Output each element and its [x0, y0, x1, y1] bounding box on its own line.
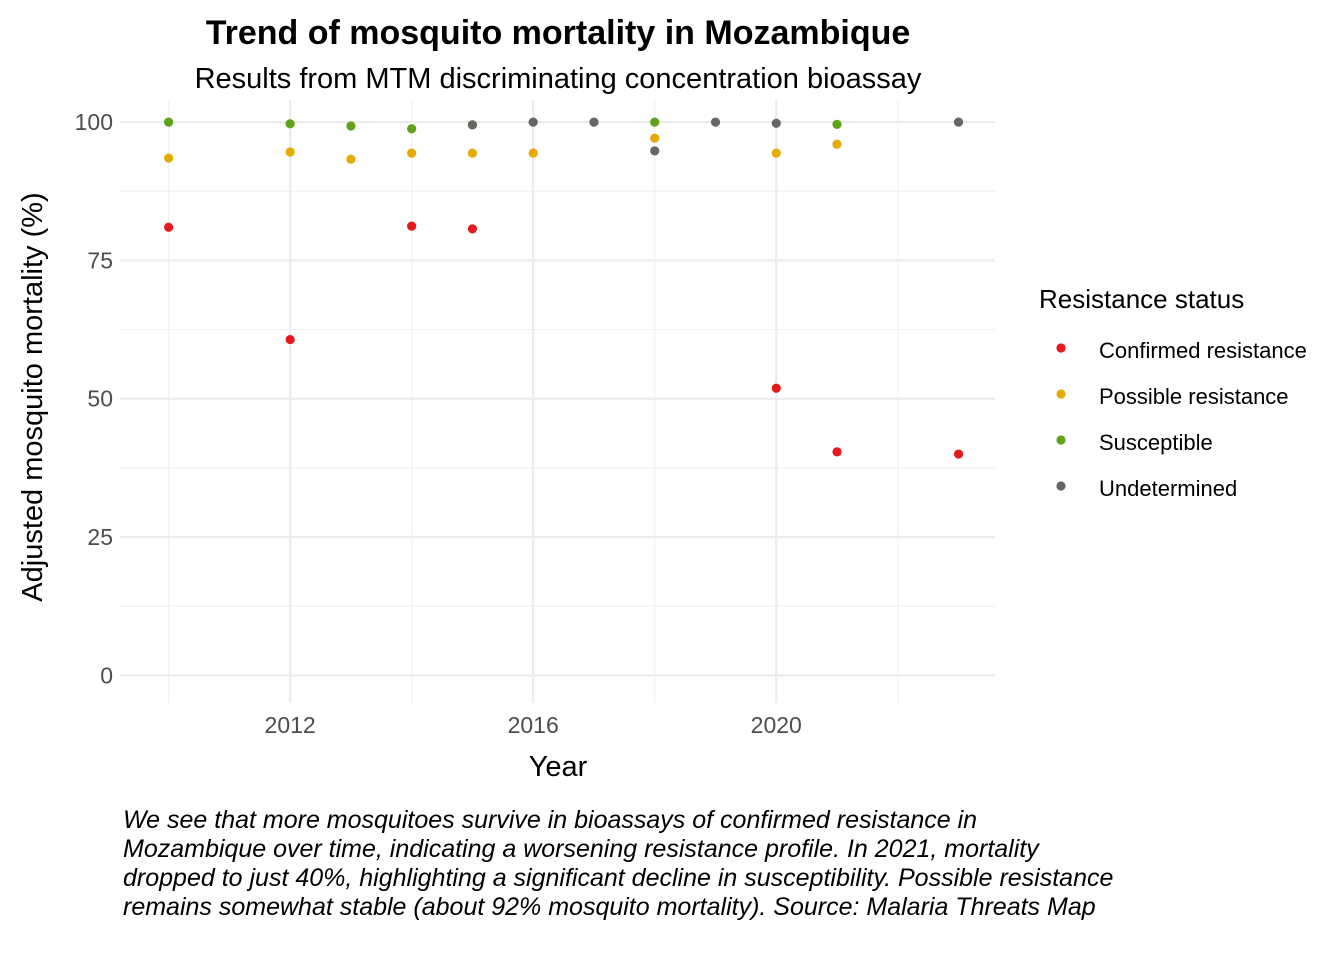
x-axis-title: Year	[529, 751, 588, 783]
legend-key-undetermined	[1056, 481, 1066, 491]
point-possible-resistance	[771, 148, 781, 158]
point-susceptible	[164, 117, 174, 127]
legend-label-confirmed-resistance: Confirmed resistance	[1099, 338, 1307, 363]
x-tick-label: 2020	[751, 712, 802, 738]
chart-title: Trend of mosquito mortality in Mozambiqu…	[206, 14, 911, 52]
point-possible-resistance	[285, 147, 295, 157]
point-possible-resistance	[528, 148, 538, 158]
point-undetermined	[710, 117, 721, 127]
point-possible-resistance	[407, 148, 417, 158]
legend-key-possible-resistance	[1056, 389, 1066, 399]
point-possible-resistance	[650, 133, 660, 143]
chart-subtitle: Results from MTM discriminating concentr…	[195, 63, 922, 95]
point-confirmed-resistance	[953, 449, 964, 459]
chart-caption: We see that more mosquitoes survive in b…	[123, 806, 1114, 921]
legend-title: Resistance status	[1039, 284, 1244, 314]
data-points	[164, 117, 964, 459]
plot-grid	[120, 100, 995, 703]
point-possible-resistance	[164, 153, 174, 163]
x-axis-ticks: 2012 2016 2020	[265, 712, 802, 738]
point-susceptible	[285, 119, 295, 129]
legend-label-undetermined: Undetermined	[1099, 476, 1237, 501]
y-axis-ticks: 0 25 50 75 100	[75, 109, 113, 688]
y-axis-title: Adjusted mosquito mortality (%)	[17, 192, 49, 601]
y-tick-label: 75	[87, 247, 113, 273]
point-confirmed-resistance	[407, 221, 417, 231]
y-tick-label: 25	[87, 524, 113, 550]
point-undetermined	[650, 146, 660, 156]
point-confirmed-resistance	[285, 334, 295, 345]
point-undetermined	[528, 117, 538, 127]
legend-key-confirmed-resistance	[1056, 343, 1066, 353]
y-tick-label: 50	[87, 386, 113, 412]
point-confirmed-resistance	[467, 224, 478, 234]
point-susceptible	[650, 117, 660, 127]
x-tick-label: 2016	[508, 712, 559, 738]
point-confirmed-resistance	[832, 447, 842, 457]
point-susceptible	[407, 124, 417, 134]
y-tick-label: 0	[100, 662, 113, 688]
point-susceptible	[346, 121, 356, 131]
point-undetermined	[589, 117, 599, 127]
point-possible-resistance	[467, 148, 478, 158]
legend-label-susceptible: Susceptible	[1099, 430, 1213, 455]
legend: Resistance status Confirmed resistance Po…	[1039, 284, 1307, 501]
point-confirmed-resistance	[771, 383, 781, 393]
point-susceptible	[832, 119, 842, 129]
point-undetermined	[771, 118, 781, 128]
x-tick-label: 2012	[265, 712, 316, 738]
y-tick-label: 100	[75, 109, 113, 135]
point-possible-resistance	[346, 154, 356, 164]
point-possible-resistance	[832, 139, 842, 149]
legend-label-possible-resistance: Possible resistance	[1099, 384, 1289, 409]
point-undetermined	[953, 117, 964, 127]
legend-key-susceptible	[1056, 435, 1066, 445]
point-confirmed-resistance	[164, 222, 174, 232]
point-undetermined	[467, 120, 478, 130]
